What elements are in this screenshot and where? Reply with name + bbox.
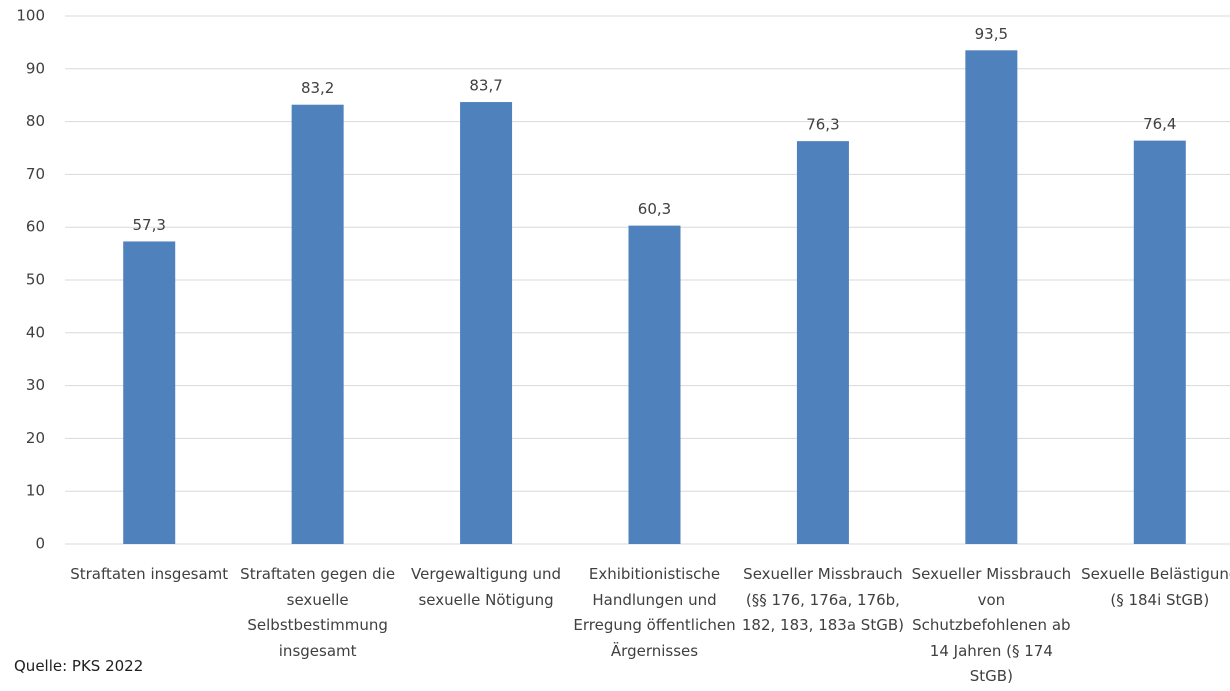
data-label: 76,3 bbox=[806, 116, 839, 134]
y-tick-label: 80 bbox=[26, 112, 45, 130]
x-tick-label: Straftaten insgesamt bbox=[70, 565, 229, 583]
bar bbox=[123, 241, 176, 544]
y-tick-label: 30 bbox=[26, 376, 45, 394]
source: Quelle: PKS 2022 bbox=[14, 657, 144, 675]
y-tick-label: 90 bbox=[26, 59, 45, 77]
x-tick-label: Vergewaltigung und sexuelle Nötigung bbox=[411, 565, 562, 609]
data-label: 93,5 bbox=[975, 25, 1008, 43]
y-tick-label: 70 bbox=[26, 165, 45, 183]
bar bbox=[291, 104, 344, 544]
bar bbox=[460, 102, 513, 545]
y-tick-label: 100 bbox=[16, 7, 45, 25]
bar bbox=[628, 225, 681, 544]
y-tick-label: 50 bbox=[26, 271, 45, 289]
data-label: 83,7 bbox=[469, 77, 502, 95]
bar bbox=[1133, 140, 1186, 544]
bar bbox=[796, 141, 849, 545]
y-tick-label: 40 bbox=[26, 323, 45, 341]
data-label: 60,3 bbox=[638, 200, 671, 218]
x-tick-label: Exhibitionistische Handlungen und Erregu… bbox=[573, 565, 736, 660]
x-tick-label: Sexuelle Belästigung (§ 184i StGB) bbox=[1081, 565, 1230, 609]
data-label: 83,2 bbox=[301, 79, 334, 97]
y-tick-label: 60 bbox=[26, 218, 45, 236]
data-label: 57,3 bbox=[133, 216, 166, 234]
y-tick-label: 10 bbox=[26, 482, 45, 500]
y-tick-label: 20 bbox=[26, 429, 45, 447]
bar bbox=[965, 50, 1018, 544]
x-tick-label: Sexueller Missbrauch (§§ 176, 176a, 176b… bbox=[741, 565, 904, 634]
data-label: 76,4 bbox=[1143, 115, 1176, 133]
y-tick-label: 0 bbox=[35, 535, 45, 553]
x-tick-label: Sexueller Missbrauch von Schutzbefohlene… bbox=[911, 565, 1072, 685]
x-tick-label: Straftaten gegen die sexuelle Selbstbest… bbox=[240, 565, 396, 660]
